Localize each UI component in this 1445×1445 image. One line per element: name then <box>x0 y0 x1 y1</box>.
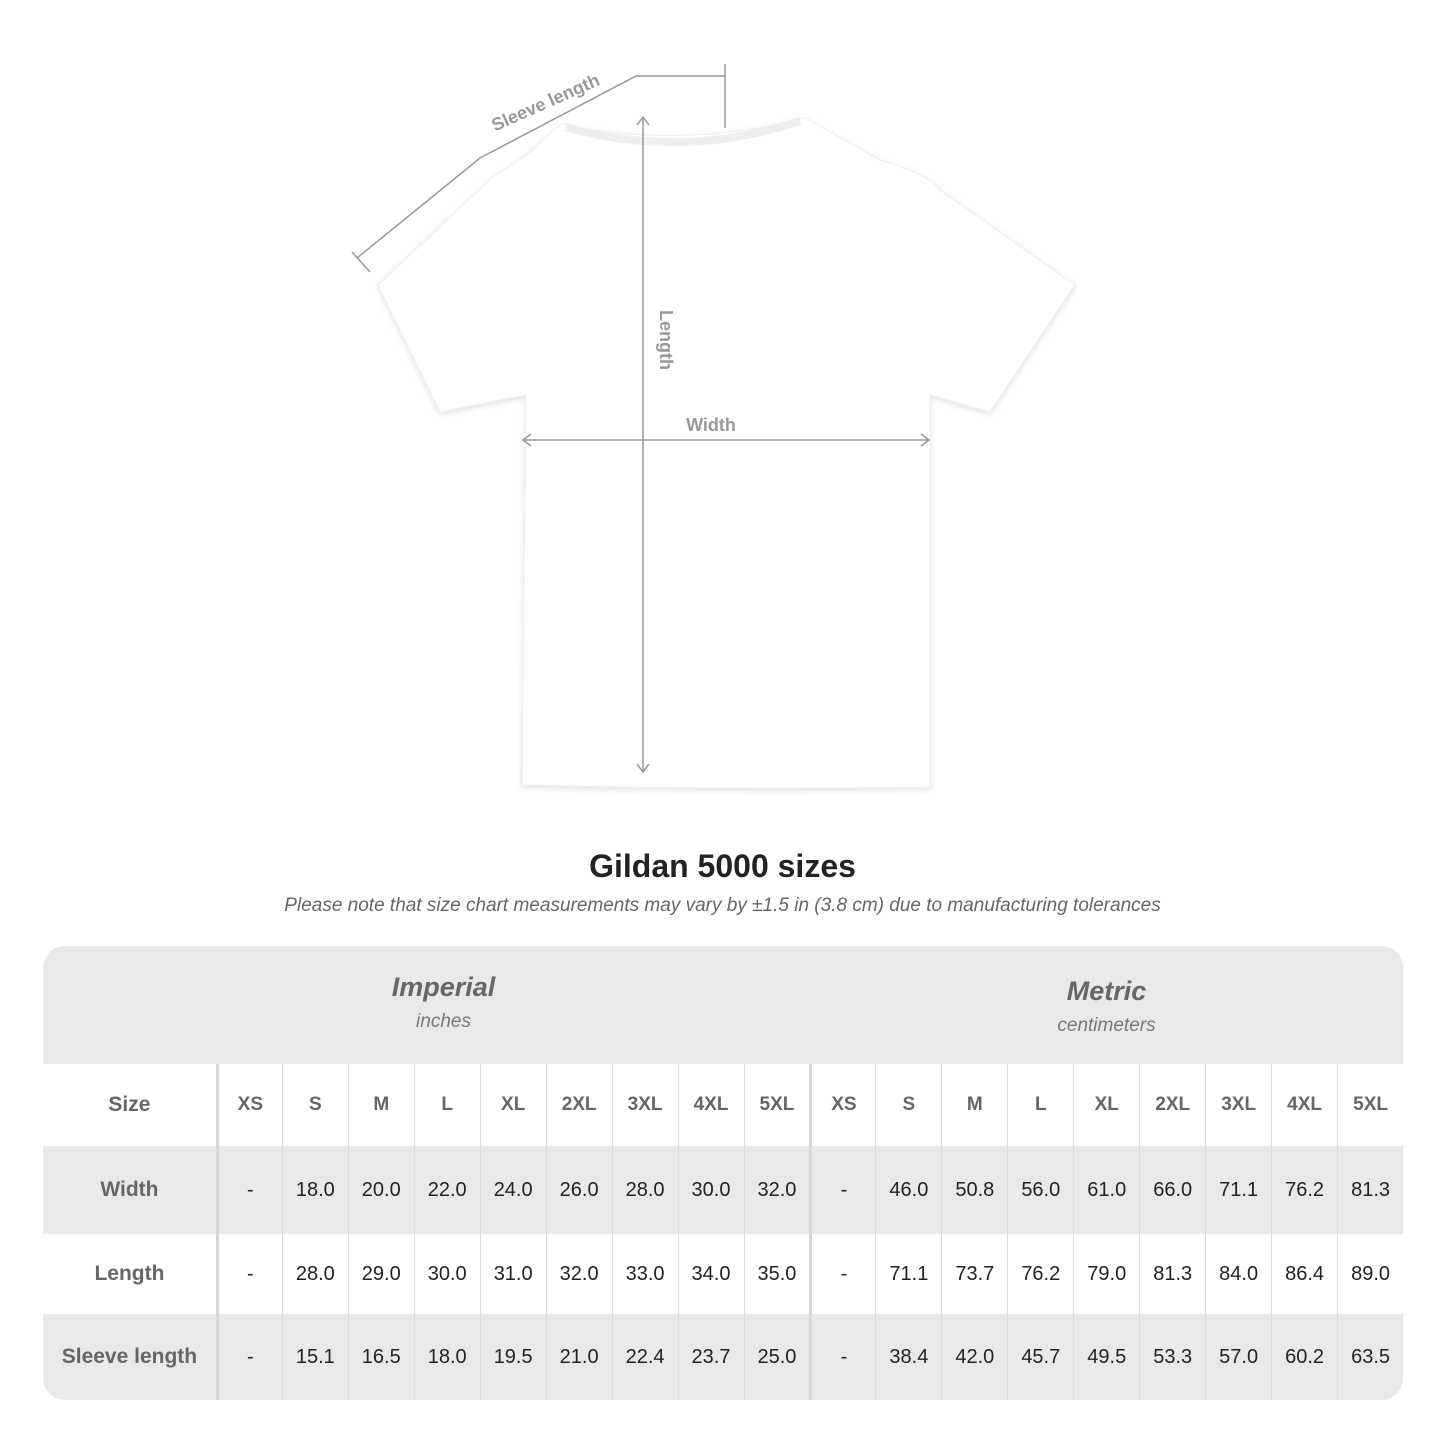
tshirt-shape <box>377 117 1076 789</box>
metric-value: 73.7 <box>941 1234 1007 1314</box>
imperial-value: 28.0 <box>281 1234 348 1314</box>
size-metric-3xl: 3XL <box>1205 1064 1271 1146</box>
metric-value: 76.2 <box>1007 1234 1073 1314</box>
measurement-lines <box>351 64 931 774</box>
imperial-value: - <box>215 1146 282 1234</box>
metric-value: 56.0 <box>1007 1146 1073 1234</box>
metric-value: 38.4 <box>875 1314 941 1400</box>
size-metric-5xl: 5XL <box>1337 1064 1403 1146</box>
metric-value: 53.3 <box>1139 1314 1205 1400</box>
metric-unit: centimeters <box>1057 1015 1156 1036</box>
metric-value: 49.5 <box>1073 1314 1139 1400</box>
size-label: Size <box>108 1093 151 1116</box>
imperial-value: 18.0 <box>413 1314 480 1400</box>
size-imperial-l: L <box>413 1064 480 1146</box>
row-label: Sleeve length <box>61 1345 198 1368</box>
imperial-value: 16.5 <box>347 1314 414 1400</box>
page-title: Gildan 5000 sizes <box>589 848 856 884</box>
metric-value: - <box>809 1146 875 1234</box>
metric-value: 42.0 <box>941 1314 1007 1400</box>
size-header-row: Size XS S M L XL 2XL 3XL 4XL 5XL XS S M L XL 2XL 3XL 4XL 5… <box>43 1064 1403 1146</box>
metric-value: 50.8 <box>941 1146 1007 1234</box>
metric-value: 46.0 <box>875 1146 941 1234</box>
imperial-label: Imperial <box>391 972 496 1002</box>
metric-label: Metric <box>1066 976 1147 1006</box>
metric-value: 45.7 <box>1007 1314 1073 1400</box>
size-metric-l: L <box>1007 1064 1073 1146</box>
metric-value: 81.3 <box>1337 1146 1403 1234</box>
imperial-value: 30.0 <box>413 1234 480 1314</box>
metric-value: 81.3 <box>1139 1234 1205 1314</box>
imperial-value: 20.0 <box>347 1146 414 1234</box>
metric-value: 79.0 <box>1073 1234 1139 1314</box>
size-metric-4xl: 4XL <box>1271 1064 1337 1146</box>
table-row: Length -28.0 29.0 30.0 31.0 32.0 33.0 34.0 35.0-… <box>43 1234 1403 1314</box>
size-metric-xl: XL <box>1073 1064 1139 1146</box>
imperial-value: 22.0 <box>413 1146 480 1234</box>
imperial-value: 31.0 <box>479 1234 546 1314</box>
tshirt-diagram: Sleeve length Length Width <box>351 64 1076 789</box>
size-table: Imperial inches Metric centimeters Size X… <box>43 946 1403 1400</box>
metric-value: 71.1 <box>875 1234 941 1314</box>
imperial-value: - <box>215 1314 282 1400</box>
size-imperial-xs: XS <box>215 1064 282 1146</box>
imperial-value: 26.0 <box>545 1146 612 1234</box>
metric-value: 60.2 <box>1271 1314 1337 1400</box>
size-metric-xs: XS <box>809 1064 875 1146</box>
imperial-value: 23.7 <box>677 1314 744 1400</box>
imperial-value: 15.1 <box>281 1314 348 1400</box>
size-imperial-3xl: 3XL <box>611 1064 678 1146</box>
imperial-value: 29.0 <box>347 1234 414 1314</box>
tolerance-note: Please note that size chart measurements… <box>284 895 1161 916</box>
length-label: Length <box>656 310 676 370</box>
imperial-value: 24.0 <box>479 1146 546 1234</box>
metric-value: - <box>809 1314 875 1400</box>
metric-value: 66.0 <box>1139 1146 1205 1234</box>
size-imperial-4xl: 4XL <box>677 1064 744 1146</box>
metric-value: 76.2 <box>1271 1146 1337 1234</box>
metric-value: - <box>809 1234 875 1314</box>
metric-value: 89.0 <box>1337 1234 1403 1314</box>
table-row: Width -18.0 20.0 22.0 24.0 26.0 28.0 30.0 32.0-4… <box>43 1146 1403 1234</box>
metric-value: 61.0 <box>1073 1146 1139 1234</box>
size-metric-s: S <box>875 1064 941 1146</box>
row-label: Length <box>94 1262 165 1285</box>
size-imperial-5xl: 5XL <box>743 1064 810 1146</box>
size-imperial-2xl: 2XL <box>545 1064 612 1146</box>
width-label: Width <box>686 415 736 435</box>
imperial-value: 22.4 <box>611 1314 678 1400</box>
imperial-value: 32.0 <box>545 1234 612 1314</box>
metric-value: 63.5 <box>1337 1314 1403 1400</box>
imperial-value: 18.0 <box>281 1146 348 1234</box>
imperial-value: - <box>215 1234 282 1314</box>
imperial-value: 30.0 <box>677 1146 744 1234</box>
sleeve-arrow <box>356 75 725 259</box>
imperial-value: 25.0 <box>743 1314 810 1400</box>
size-metric-m: M <box>941 1064 1007 1146</box>
metric-value: 71.1 <box>1205 1146 1271 1234</box>
imperial-value: 21.0 <box>545 1314 612 1400</box>
imperial-value: 34.0 <box>677 1234 744 1314</box>
table-row: Sleeve length -15.1 16.5 18.0 19.5 21.0 22.4 23… <box>43 1314 1403 1400</box>
size-imperial-m: M <box>347 1064 414 1146</box>
imperial-value: 33.0 <box>611 1234 678 1314</box>
imperial-value: 32.0 <box>743 1146 810 1234</box>
imperial-value: 28.0 <box>611 1146 678 1234</box>
metric-header: Metric centimeters <box>810 946 1403 1094</box>
imperial-value: 19.5 <box>479 1314 546 1400</box>
imperial-unit: inches <box>416 1011 471 1032</box>
size-imperial-s: S <box>281 1064 348 1146</box>
imperial-value: 35.0 <box>743 1234 810 1314</box>
imperial-header: Imperial inches <box>216 946 671 1090</box>
metric-value: 57.0 <box>1205 1314 1271 1400</box>
row-label: Width <box>100 1178 159 1201</box>
size-metric-2xl: 2XL <box>1139 1064 1205 1146</box>
metric-value: 86.4 <box>1271 1234 1337 1314</box>
metric-value: 84.0 <box>1205 1234 1271 1314</box>
size-imperial-xl: XL <box>479 1064 546 1146</box>
